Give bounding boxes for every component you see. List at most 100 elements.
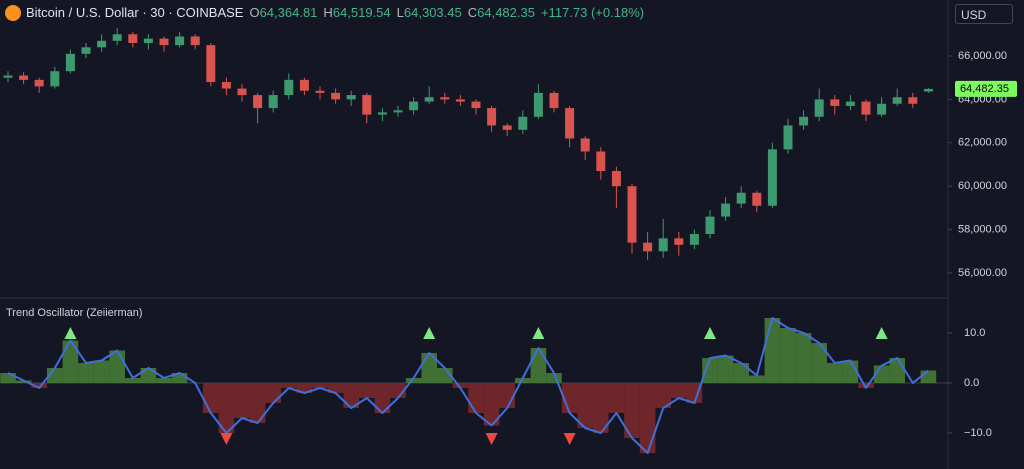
candle-body <box>861 101 871 115</box>
candle-body <box>892 97 902 104</box>
ohlc-key: L <box>396 5 404 20</box>
candle <box>346 90 356 106</box>
candle-body <box>50 71 60 87</box>
candle <box>565 105 575 148</box>
candle <box>767 142 777 208</box>
candle <box>736 186 746 208</box>
buy-signal <box>64 327 77 339</box>
candle <box>830 95 840 115</box>
candle <box>50 66 60 89</box>
candle <box>284 73 294 100</box>
histogram-bar <box>203 383 219 413</box>
candle <box>533 84 543 119</box>
candle-body <box>814 99 824 117</box>
candle-body <box>268 95 278 109</box>
candle <box>190 34 200 50</box>
candle-body <box>502 125 512 130</box>
candle-body <box>923 88 933 92</box>
ohlc-value: 64,364.81 <box>259 5 318 20</box>
symbol: Bitcoin / U.S. Dollar · 30 · COINBASE <box>26 5 244 20</box>
candle-body <box>206 45 216 83</box>
histogram-bar <box>78 363 94 383</box>
candle <box>596 147 606 180</box>
candle <box>206 42 216 87</box>
histogram-bar <box>530 348 547 383</box>
candle <box>19 72 29 85</box>
header: Bitcoin / U.S. Dollar · 30 · COINBASE O64… <box>26 5 644 20</box>
candle-body <box>565 108 575 139</box>
candle-body <box>81 47 91 54</box>
buy-signal <box>532 327 545 339</box>
histogram-bar <box>593 383 609 433</box>
candle <box>81 42 91 59</box>
candle-body <box>97 40 107 48</box>
candle <box>487 105 497 132</box>
histogram-bar <box>749 375 765 383</box>
candle-body <box>190 36 200 46</box>
candle-body <box>424 97 434 102</box>
candle-body <box>409 101 419 111</box>
candle-body <box>253 95 263 109</box>
candle <box>424 86 434 104</box>
histogram-bar <box>312 383 328 388</box>
candle-body <box>34 79 44 87</box>
candle <box>34 77 44 93</box>
candle <box>658 218 668 258</box>
histogram-bar <box>624 383 640 438</box>
candle <box>752 190 762 213</box>
candle <box>549 90 559 113</box>
candle-body <box>3 75 13 78</box>
histogram-bar <box>655 383 671 408</box>
candle-body <box>674 238 684 245</box>
histogram-bar <box>858 383 874 388</box>
histogram-bar <box>31 383 47 388</box>
histogram-bar <box>780 328 796 383</box>
candle <box>580 136 590 161</box>
ohlc-key: O <box>249 5 260 20</box>
candle <box>409 97 419 115</box>
histogram-bar <box>795 333 812 383</box>
histogram-bar <box>359 383 375 398</box>
indicator-title: Trend Oscillator (Zeiierman) <box>6 307 143 319</box>
histogram-bar <box>811 343 827 383</box>
ohlc-key: H <box>323 5 333 20</box>
candle <box>471 99 481 115</box>
buy-signal <box>704 327 716 339</box>
y-tick-label: 66,000.00 <box>958 50 1007 62</box>
candle <box>97 34 107 52</box>
histogram-bar <box>327 383 344 393</box>
candle-body <box>845 101 855 106</box>
candle <box>221 77 231 96</box>
candle <box>268 90 278 113</box>
y-tick-label: 10.0 <box>964 327 985 339</box>
candle <box>502 123 512 137</box>
buy-signal <box>875 327 888 339</box>
sell-signal <box>485 433 498 445</box>
sell-signal <box>220 433 233 445</box>
candle-body <box>487 108 497 126</box>
candle-body <box>518 116 528 130</box>
candle-body <box>362 95 372 115</box>
candle <box>518 110 528 135</box>
candle-body <box>767 149 777 206</box>
histogram-bar <box>468 383 484 413</box>
candle <box>377 108 387 122</box>
candle <box>923 88 933 93</box>
candle <box>627 184 637 254</box>
candle-body <box>580 138 590 152</box>
candle <box>799 110 809 130</box>
candle-body <box>721 203 731 217</box>
histogram-bar <box>109 350 125 383</box>
currency-button[interactable]: USD <box>955 4 1013 24</box>
candle-body <box>799 116 809 126</box>
histogram-bar <box>483 383 500 426</box>
candle-body <box>908 97 918 104</box>
candle-body <box>736 192 746 204</box>
candle <box>331 88 341 104</box>
candle-body <box>455 99 465 102</box>
histogram-bar <box>234 383 250 418</box>
histogram-bar <box>827 363 843 383</box>
ohlc-value: 64,482.35 <box>477 5 535 20</box>
